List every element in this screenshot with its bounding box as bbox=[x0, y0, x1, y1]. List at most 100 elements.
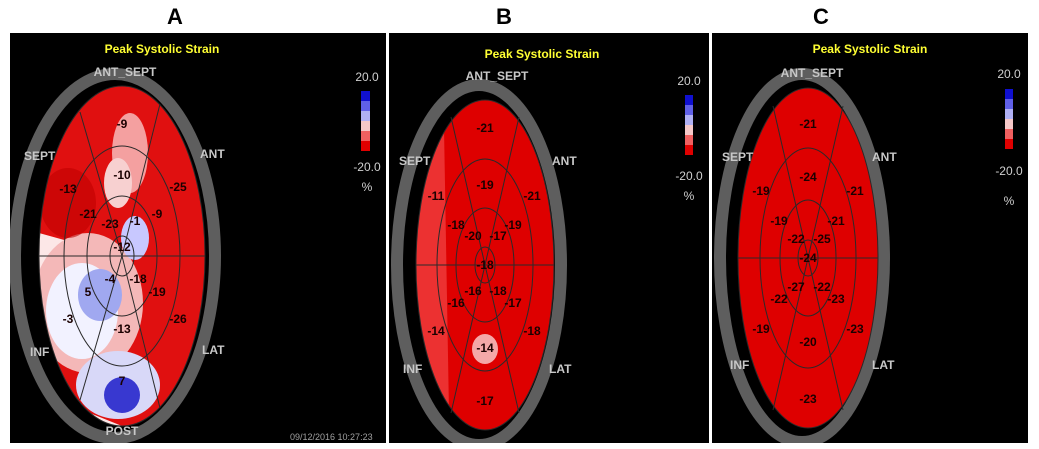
segment-value: -19 bbox=[752, 184, 770, 198]
scale-max: 20.0 bbox=[997, 67, 1021, 81]
segment-value: -22 bbox=[787, 232, 805, 246]
label-lat: LAT bbox=[549, 362, 572, 376]
outer-track bbox=[10, 68, 221, 443]
segment-value: -14 bbox=[476, 341, 494, 355]
segment-value: -1 bbox=[130, 214, 141, 228]
scale-unit: % bbox=[1004, 194, 1015, 208]
scale-unit: % bbox=[684, 189, 695, 203]
label-lat: LAT bbox=[872, 358, 895, 372]
segment-value: -21 bbox=[79, 207, 97, 221]
label-ant: ANT bbox=[552, 154, 577, 168]
segment-value: -25 bbox=[813, 232, 831, 246]
label-sept: SEPT bbox=[24, 149, 56, 163]
segment-value: -19 bbox=[148, 285, 166, 299]
label-inf: INF bbox=[730, 358, 749, 372]
segment-grid bbox=[415, 99, 555, 431]
panel-c: Peak Systolic Strain ANT_SEPT SEPT ANT I… bbox=[712, 33, 1028, 443]
segment-value: -19 bbox=[770, 214, 788, 228]
panel-c-label: C bbox=[813, 4, 829, 29]
label-ant: ANT bbox=[872, 150, 897, 164]
segment-value: -11 bbox=[428, 189, 445, 203]
scale-unit: % bbox=[362, 180, 373, 194]
label-inf: INF bbox=[30, 345, 49, 359]
scale-max: 20.0 bbox=[355, 70, 379, 84]
segment-value: -18 bbox=[129, 272, 147, 286]
segment-value: -18 bbox=[447, 218, 465, 232]
scale-min: -20.0 bbox=[675, 169, 703, 183]
segment-values: -21 -21 -23 -23 -19 -19 -24 -21 -23 -20 … bbox=[752, 117, 864, 406]
segment-value: -22 bbox=[770, 292, 788, 306]
segment-value: -21 bbox=[799, 117, 817, 131]
label-lat: LAT bbox=[202, 343, 225, 357]
scale-min: -20.0 bbox=[995, 164, 1023, 178]
segment-value: -9 bbox=[117, 117, 128, 131]
label-post: POST bbox=[106, 424, 139, 438]
label-inf: INF bbox=[403, 362, 422, 376]
segment-value: -21 bbox=[846, 184, 864, 198]
panel-a: Peak Systolic Strain ANT_SEPT SEPT ANT I… bbox=[10, 33, 386, 443]
segment-value: -18 bbox=[523, 324, 541, 338]
segment-value: 7 bbox=[119, 374, 126, 388]
timestamp: 09/12/2016 10:27:23 bbox=[290, 432, 373, 442]
segment-value: -27 bbox=[787, 280, 805, 294]
segment-value: -19 bbox=[476, 178, 494, 192]
bullseye-plot-c: Peak Systolic Strain ANT_SEPT SEPT ANT I… bbox=[714, 42, 1023, 443]
label-sept: SEPT bbox=[399, 154, 431, 168]
segment-value: -17 bbox=[504, 296, 522, 310]
segment-value: -16 bbox=[464, 284, 482, 298]
strain-heatmap bbox=[39, 86, 205, 426]
plot-title: Peak Systolic Strain bbox=[105, 42, 220, 56]
segment-value: -13 bbox=[113, 322, 131, 336]
bullseye-plot-b: Peak Systolic Strain ANT_SEPT SEPT ANT I… bbox=[391, 47, 703, 443]
segment-value: -25 bbox=[169, 180, 187, 194]
bullseye-plot-a: Peak Systolic Strain ANT_SEPT SEPT ANT I… bbox=[10, 42, 381, 443]
apex-value: -18 bbox=[476, 258, 494, 272]
label-ant-sept: ANT_SEPT bbox=[94, 65, 157, 79]
panel-b-label: B bbox=[496, 4, 512, 29]
segment-grid bbox=[38, 85, 206, 427]
outer-track bbox=[714, 68, 890, 443]
panel-b: Peak Systolic Strain ANT_SEPT SEPT ANT I… bbox=[389, 33, 709, 443]
segment-value: -23 bbox=[827, 292, 845, 306]
segment-value: -21 bbox=[827, 214, 845, 228]
apex-value: -24 bbox=[799, 251, 817, 265]
segment-value: 5 bbox=[85, 285, 92, 299]
segment-value: -17 bbox=[476, 394, 494, 408]
segment-value: -21 bbox=[523, 189, 541, 203]
panel-a-label: A bbox=[167, 4, 183, 29]
segment-value: -21 bbox=[476, 121, 494, 135]
segment-value: -4 bbox=[105, 272, 116, 286]
plot-title: Peak Systolic Strain bbox=[485, 47, 600, 61]
apex-value: -12 bbox=[113, 240, 131, 254]
segment-value: -18 bbox=[489, 284, 507, 298]
label-ant: ANT bbox=[200, 147, 225, 161]
scale-min: -20.0 bbox=[353, 160, 381, 174]
color-scale: 20.0 -20.0 % bbox=[995, 67, 1023, 208]
segment-value: -19 bbox=[752, 322, 770, 336]
segment-values: -21 -21 -18 -17 -14 -11 -19 -19 -17 -14 … bbox=[427, 121, 541, 408]
segment-value: -23 bbox=[101, 217, 119, 231]
segment-value: -16 bbox=[447, 296, 465, 310]
label-ant-sept: ANT_SEPT bbox=[466, 69, 529, 83]
outer-track bbox=[391, 79, 567, 443]
segment-value: -24 bbox=[799, 170, 817, 184]
segment-value: -9 bbox=[152, 207, 163, 221]
segment-value: -20 bbox=[464, 229, 482, 243]
segment-value: -22 bbox=[813, 280, 831, 294]
label-sept: SEPT bbox=[722, 150, 754, 164]
segment-values: -9 -25 -26 7 -3 -13 -10 -9 -19 -13 5 -21… bbox=[59, 117, 187, 388]
segment-value: -26 bbox=[169, 312, 187, 326]
segment-value: -23 bbox=[799, 392, 817, 406]
segment-value: -14 bbox=[427, 324, 445, 338]
color-scale: 20.0 -20.0 % bbox=[675, 74, 703, 203]
label-ant-sept: ANT_SEPT bbox=[781, 66, 844, 80]
color-scale: 20.0 -20.0 % bbox=[353, 70, 381, 194]
scale-max: 20.0 bbox=[677, 74, 701, 88]
segment-value: -19 bbox=[504, 218, 522, 232]
segment-value: -23 bbox=[846, 322, 864, 336]
plot-title: Peak Systolic Strain bbox=[813, 42, 928, 56]
segment-value: -3 bbox=[63, 312, 74, 326]
segment-value: -13 bbox=[59, 182, 77, 196]
segment-value: -20 bbox=[799, 335, 817, 349]
segment-grid bbox=[737, 87, 879, 429]
